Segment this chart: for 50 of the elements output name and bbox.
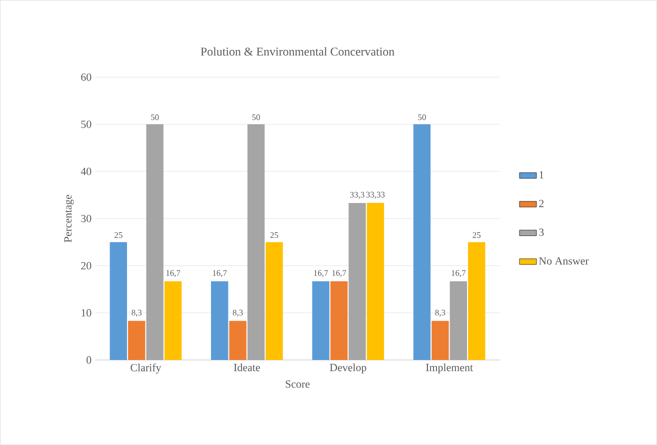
data-label: 50 bbox=[151, 114, 159, 120]
bar bbox=[247, 124, 265, 360]
x-axis-title: Score bbox=[286, 380, 310, 388]
legend-label: 2 bbox=[539, 200, 544, 208]
data-label: 16,7 bbox=[166, 270, 180, 277]
bar bbox=[468, 242, 486, 360]
data-label: 16,7 bbox=[314, 270, 328, 277]
data-label: 16,7 bbox=[332, 270, 346, 277]
data-label: 33,33 bbox=[366, 192, 385, 199]
data-label: 50 bbox=[252, 114, 260, 120]
y-axis-title: Percentage bbox=[64, 194, 74, 242]
y-tick-label: 10 bbox=[82, 309, 92, 316]
bar bbox=[413, 124, 431, 360]
bar bbox=[211, 281, 228, 360]
y-tick-label: 50 bbox=[81, 120, 92, 128]
data-label: 25 bbox=[114, 232, 122, 238]
bar bbox=[450, 281, 468, 360]
data-label: 50 bbox=[418, 114, 426, 120]
legend-label: No Answer bbox=[538, 257, 589, 265]
data-label: 25 bbox=[472, 232, 481, 238]
y-tick-label: 0 bbox=[86, 356, 92, 364]
bar bbox=[432, 320, 449, 360]
bar bbox=[348, 202, 366, 360]
data-label: 16,7 bbox=[212, 270, 227, 277]
bar bbox=[110, 242, 128, 360]
bar bbox=[366, 202, 384, 360]
data-label: 16,7 bbox=[452, 270, 466, 277]
bar bbox=[164, 281, 182, 360]
x-tick-label: Ideate bbox=[234, 363, 260, 372]
legend-label: 3 bbox=[539, 228, 544, 236]
bar bbox=[229, 320, 246, 360]
data-label: 8,3 bbox=[132, 310, 142, 317]
y-tick-label: 60 bbox=[81, 73, 92, 81]
chart-title: Polution & Environmental Concervation bbox=[200, 47, 394, 56]
data-label: 8,3 bbox=[232, 310, 243, 317]
x-tick-label: Develop bbox=[330, 363, 366, 374]
legend-label: 1 bbox=[540, 171, 544, 178]
bar bbox=[128, 320, 146, 360]
x-tick-label: Implement bbox=[426, 363, 473, 374]
x-tick-label: Clarify bbox=[130, 363, 162, 374]
bar bbox=[330, 281, 348, 360]
data-label: 8,3 bbox=[435, 310, 446, 317]
bar bbox=[146, 124, 164, 360]
y-tick-label: 40 bbox=[80, 168, 92, 176]
bar bbox=[312, 281, 330, 360]
data-label: 25 bbox=[270, 232, 278, 238]
bar bbox=[266, 242, 283, 360]
y-tick-label: 20 bbox=[81, 262, 92, 270]
data-label: 33,3 bbox=[350, 192, 364, 199]
y-tick-label: 30 bbox=[81, 214, 92, 222]
